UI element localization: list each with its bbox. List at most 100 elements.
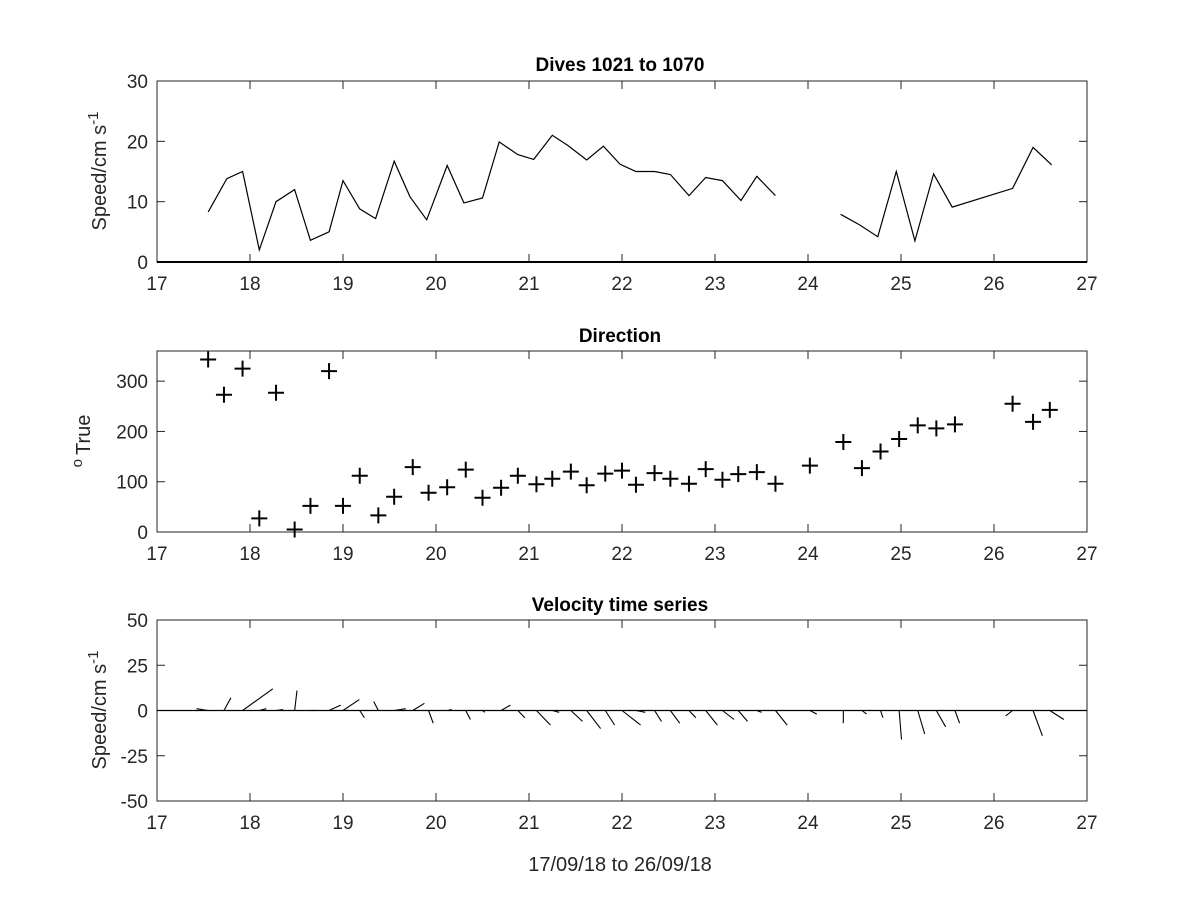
velocity-y-tick-label: 50 — [127, 611, 148, 632]
velocity-vector — [482, 710, 486, 713]
velocity-vector — [373, 701, 379, 711]
velocity-x-tick-label: 23 — [704, 813, 725, 834]
direction-series — [200, 351, 1058, 538]
speed-x-tick-label: 27 — [1076, 274, 1097, 295]
velocity-vector — [428, 710, 434, 724]
velocity-vector — [447, 709, 452, 712]
direction-point — [370, 507, 387, 524]
velocity-vector — [394, 708, 406, 712]
velocity-vector — [517, 710, 526, 719]
velocity-vector — [275, 709, 284, 712]
speed-y-tick-label: 10 — [127, 193, 148, 214]
direction-point — [474, 489, 491, 506]
direction-point — [544, 470, 561, 487]
direction-point — [1025, 413, 1042, 430]
velocity-vector — [688, 710, 697, 719]
speed-x-tick-label: 22 — [611, 274, 632, 295]
direction-point — [801, 457, 818, 474]
velocity-vector — [669, 710, 681, 724]
direction-ticks: 17 18 19 20 21 22 23 24 25 26 27 0 100 200 300 — [116, 351, 1098, 565]
direction-point — [928, 420, 945, 437]
velocity-vector — [621, 710, 641, 726]
velocity-vector — [604, 710, 616, 726]
direction-point — [321, 363, 338, 380]
direction-y-tick-label: 0 — [137, 523, 148, 544]
velocity-vector — [259, 708, 267, 712]
velocity-x-tick-label: 22 — [611, 813, 632, 834]
direction-panel-title: Direction — [579, 326, 661, 347]
velocity-vector — [465, 710, 471, 720]
direction-x-tick-label: 20 — [425, 544, 446, 565]
velocity-vector — [342, 699, 360, 711]
velocity-x-tick-label: 25 — [890, 813, 911, 834]
direction-point — [646, 465, 663, 482]
direction-point — [853, 460, 870, 477]
speed-x-tick-label: 19 — [332, 274, 353, 295]
velocity-vector — [635, 709, 646, 713]
direction-point — [302, 497, 319, 514]
direction-x-tick-label: 27 — [1076, 544, 1097, 565]
direction-point — [200, 351, 217, 368]
velocity-vector — [1032, 710, 1043, 736]
velocity-vector — [917, 710, 926, 735]
direction-point — [493, 479, 510, 496]
velocity-x-tick-label: 26 — [983, 813, 1004, 834]
velocity-vector — [536, 710, 551, 726]
direction-point — [509, 467, 526, 484]
direction-x-tick-label: 21 — [518, 544, 539, 565]
direction-point — [439, 479, 456, 496]
velocity-vector — [756, 709, 762, 713]
speed-y-axis-label: Speed/cm s-1 — [85, 112, 111, 231]
direction-x-tick-label: 19 — [332, 544, 353, 565]
speed-x-tick-label: 26 — [983, 274, 1004, 295]
velocity-vector — [294, 690, 298, 711]
direction-point — [627, 476, 644, 493]
velocity-x-tick-label: 27 — [1076, 813, 1097, 834]
direction-point — [909, 417, 926, 434]
speed-x-tick-label: 24 — [797, 274, 819, 295]
velocity-y-tick-label: 0 — [137, 702, 148, 723]
velocity-vector — [861, 710, 867, 715]
direction-point — [614, 462, 630, 479]
direction-point — [457, 461, 474, 478]
velocity-vector — [586, 710, 602, 729]
velocity-y-tick-label: -25 — [121, 747, 148, 768]
direction-point — [420, 484, 437, 501]
direction-point — [748, 464, 765, 481]
velocity-y-tick-label: -50 — [121, 792, 148, 813]
velocity-vector — [1005, 710, 1013, 717]
direction-point — [891, 430, 908, 447]
velocity-vector — [722, 710, 735, 720]
direction-axes-box — [156, 350, 1088, 533]
velocity-x-tick-label: 17 — [146, 813, 167, 834]
direction-point — [1004, 395, 1021, 412]
direction-point — [404, 459, 421, 476]
velocity-vector — [705, 710, 718, 726]
speed-x-tick-label: 17 — [146, 274, 167, 295]
velocity-vector — [570, 710, 583, 722]
velocity-vector — [196, 708, 209, 712]
speed-axes-box — [156, 80, 1088, 263]
velocity-vector — [935, 710, 947, 728]
direction-point — [835, 434, 852, 451]
direction-point — [662, 470, 679, 487]
direction-point — [578, 477, 595, 494]
velocity-x-tick-label: 20 — [425, 813, 446, 834]
direction-point — [714, 471, 731, 488]
speed-x-tick-label: 20 — [425, 274, 446, 295]
direction-point — [335, 497, 351, 514]
velocity-x-axis-label: 17/09/18 to 26/09/18 — [528, 854, 712, 876]
velocity-vector — [880, 710, 884, 718]
direction-y-axis-label: oTrue — [69, 415, 95, 468]
velocity-x-tick-label: 18 — [239, 813, 260, 834]
direction-point — [680, 475, 697, 492]
direction-x-tick-label: 24 — [797, 544, 819, 565]
velocity-vector — [359, 710, 365, 718]
velocity-vector — [242, 688, 274, 711]
velocity-x-tick-label: 19 — [332, 813, 353, 834]
velocity-vector — [775, 710, 788, 726]
direction-point — [251, 510, 268, 527]
direction-y-tick-label: 100 — [116, 473, 148, 494]
direction-point — [1041, 401, 1058, 418]
